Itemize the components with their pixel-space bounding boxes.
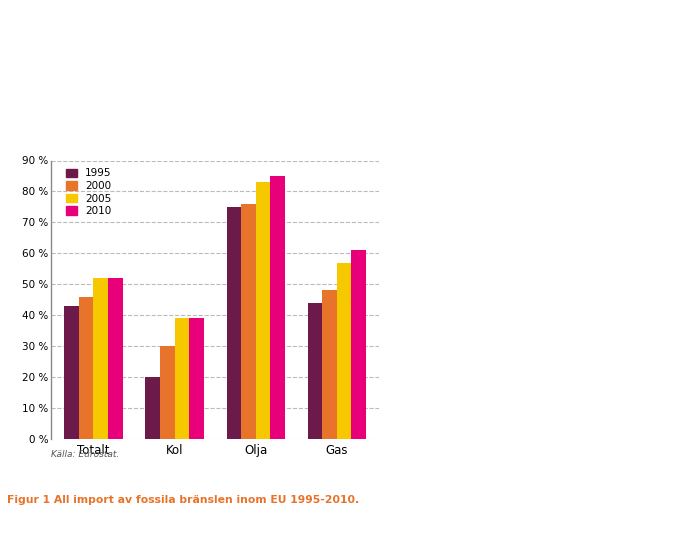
- Bar: [189, 318, 204, 439]
- Bar: [227, 207, 241, 439]
- Bar: [270, 176, 285, 439]
- Bar: [64, 306, 79, 439]
- Text: Källa: Eurostat.: Källa: Eurostat.: [51, 450, 120, 460]
- Text: Figur 1 All import av fossila bränslen inom EU 1995-2010.: Figur 1 All import av fossila bränslen i…: [7, 495, 359, 505]
- Bar: [94, 278, 108, 439]
- Text: EU:S IMPORT AV FOSSILA BRÄNSLEN, 1995–2010: EU:S IMPORT AV FOSSILA BRÄNSLEN, 1995–20…: [21, 121, 333, 133]
- Bar: [255, 182, 270, 439]
- Bar: [79, 296, 94, 439]
- Bar: [108, 278, 123, 439]
- Bar: [337, 263, 352, 439]
- Bar: [160, 346, 175, 439]
- Bar: [307, 303, 322, 439]
- Bar: [322, 291, 337, 439]
- Legend: 1995, 2000, 2005, 2010: 1995, 2000, 2005, 2010: [66, 169, 111, 216]
- Bar: [175, 318, 189, 439]
- Bar: [352, 250, 366, 439]
- Bar: [145, 377, 160, 439]
- Bar: [241, 204, 255, 439]
